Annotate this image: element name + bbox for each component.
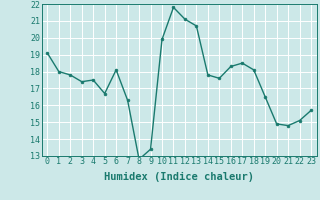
- X-axis label: Humidex (Indice chaleur): Humidex (Indice chaleur): [104, 172, 254, 182]
